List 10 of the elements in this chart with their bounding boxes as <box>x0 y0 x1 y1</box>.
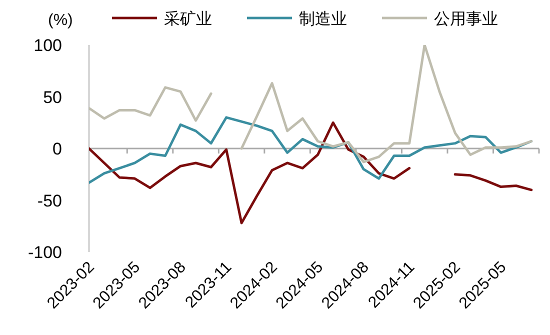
y-axis-title: (%) <box>48 12 73 29</box>
legend-label: 公用事业 <box>434 10 498 28</box>
line-series <box>89 116 533 184</box>
y-tick-label: -50 <box>37 191 62 210</box>
y-tick-label: 100 <box>34 36 62 55</box>
y-tick-label: 50 <box>43 88 62 107</box>
legend-label: 制造业 <box>299 10 347 28</box>
y-tick-label: 0 <box>52 140 62 158</box>
legend-label: 采矿业 <box>164 10 212 28</box>
y-tick-label: -100 <box>28 243 62 262</box>
